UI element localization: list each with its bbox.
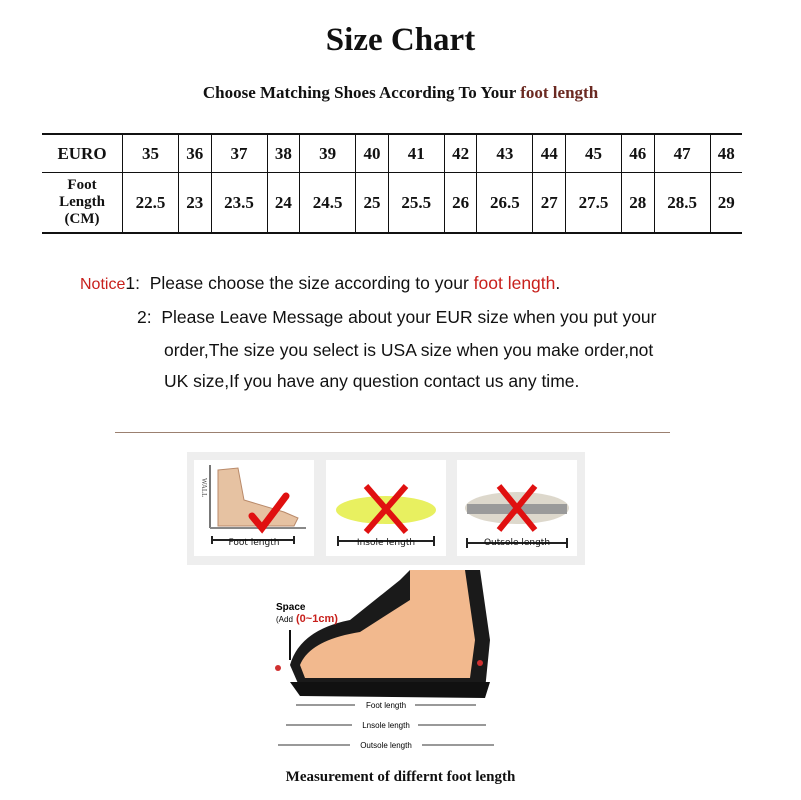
euro-size-cell: 38 bbox=[266, 133, 301, 173]
euro-size-cell: 39 bbox=[299, 133, 357, 173]
notice-text-1: Please choose the size according to your bbox=[149, 273, 474, 293]
euro-size-cell: 48 bbox=[709, 133, 742, 173]
foot-length-row: Foot Length (CM) 22.5 23 23.5 24 24.5 25 25.5 26… bbox=[42, 172, 742, 234]
divider bbox=[115, 432, 670, 433]
foot-length-cell: 23.5 bbox=[210, 172, 268, 234]
size-table: EURO 35 36 37 38 39 40 41 42 43 44 45 46 47 48 Foot Le… bbox=[42, 133, 742, 234]
foot-length-cell: 28.5 bbox=[653, 172, 711, 234]
euro-size-cell: 41 bbox=[387, 133, 445, 173]
panel-label: Foot length bbox=[228, 538, 280, 548]
notice-num-2: 2: bbox=[137, 307, 152, 327]
page-title: Size Chart bbox=[325, 22, 476, 58]
row-header-euro: EURO bbox=[42, 133, 123, 173]
panel-label: Insole length bbox=[356, 538, 416, 548]
foot-length-cell: 23 bbox=[177, 172, 212, 234]
subtitle: Choose Matching Shoes According To Your … bbox=[0, 83, 801, 103]
euro-size-cell: 45 bbox=[565, 133, 622, 173]
euro-size-cell: 40 bbox=[355, 133, 389, 173]
notice-highlight: foot length bbox=[473, 273, 556, 293]
add-label: (Add bbox=[276, 615, 293, 624]
foot-length-cell: 28 bbox=[620, 172, 655, 234]
panel-label: Outsole length bbox=[483, 538, 551, 548]
euro-size-cell: 46 bbox=[620, 133, 655, 173]
panel-outsole-length: Outsole length bbox=[457, 460, 577, 556]
outsole-length-label: Outsole length bbox=[360, 741, 412, 750]
wall-label: WALL bbox=[200, 478, 208, 497]
foot-length-cell: 25.5 bbox=[387, 172, 445, 234]
row-header-foot-length: Foot Length (CM) bbox=[42, 172, 123, 234]
caption: Measurement of differnt foot length bbox=[285, 769, 516, 785]
euro-row: EURO 35 36 37 38 39 40 41 42 43 44 45 46 47 48 bbox=[42, 133, 742, 173]
insole-length-label: Lnsole length bbox=[362, 721, 410, 730]
foot-length-cell: 26.5 bbox=[476, 172, 534, 234]
panel-insole-length: Insole length bbox=[326, 460, 446, 556]
foot-length-cell: 26 bbox=[443, 172, 478, 234]
foot-length-cell: 25 bbox=[355, 172, 389, 234]
euro-size-cell: 43 bbox=[476, 133, 534, 173]
notice-label: Notice bbox=[80, 276, 126, 293]
foot-length-cell: 22.5 bbox=[122, 172, 179, 234]
row-header-foot-length-text: Foot Length (CM) bbox=[59, 177, 105, 227]
subtitle-highlight: foot length bbox=[520, 83, 599, 102]
measurement-panels: WALL Foot length Insole length Outsole l… bbox=[187, 452, 585, 565]
foot-length-cell: 24 bbox=[266, 172, 301, 234]
euro-size-cell: 42 bbox=[443, 133, 478, 173]
notice-end: . bbox=[555, 273, 561, 293]
notice-line-3: order,The size you select is USA size wh… bbox=[164, 340, 654, 360]
cross-icon bbox=[363, 484, 409, 534]
foot-check-illustration: WALL bbox=[200, 465, 306, 544]
euro-size-cell: 37 bbox=[210, 133, 268, 173]
euro-size-cell: 36 bbox=[177, 133, 212, 173]
notice-num-1: 1: bbox=[125, 273, 140, 293]
outsole-cross-illustration bbox=[465, 484, 569, 548]
space-label: Space bbox=[276, 602, 306, 613]
foot-length-cell: 27 bbox=[532, 172, 567, 234]
notice-line-4: UK size,If you have any question contact… bbox=[164, 371, 580, 391]
subtitle-text: Choose Matching Shoes According To Your bbox=[202, 83, 521, 102]
foot-measurement-diagram: Space (Add (0~1cm) Foot length Lnsole le… bbox=[275, 570, 494, 750]
foot-length-cell: 29 bbox=[709, 172, 742, 234]
notice-line-1: Notice1: Please choose the size accordin… bbox=[80, 273, 560, 294]
notice-line-2: 2: Please Leave Message about your EUR s… bbox=[137, 307, 657, 328]
euro-size-cell: 44 bbox=[532, 133, 567, 173]
check-icon bbox=[248, 492, 290, 534]
foot-length-cell: 27.5 bbox=[565, 172, 622, 234]
foot-length-cell: 24.5 bbox=[299, 172, 357, 234]
panel-foot-length: WALL Foot length bbox=[194, 460, 314, 556]
notice-text-2: Please Leave Message about your EUR size… bbox=[161, 307, 657, 327]
euro-size-cell: 35 bbox=[122, 133, 179, 173]
foot-length-label: Foot length bbox=[366, 701, 406, 710]
cross-icon bbox=[496, 484, 538, 532]
euro-size-cell: 47 bbox=[653, 133, 711, 173]
insole-cross-illustration bbox=[336, 484, 436, 546]
range-label: (0~1cm) bbox=[296, 613, 338, 625]
